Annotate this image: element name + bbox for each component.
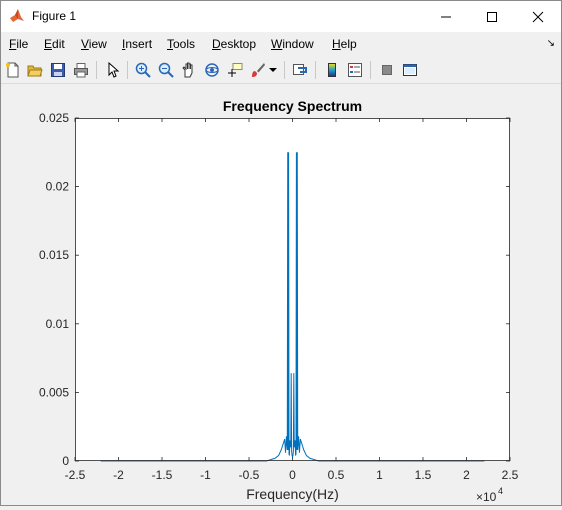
link-plot-button[interactable]	[290, 60, 310, 80]
link-plot-icon	[293, 64, 307, 75]
y-tick-label: 0.02	[46, 180, 70, 194]
zoom-out-icon	[158, 62, 174, 78]
dock-arrow-icon[interactable]: ↘	[546, 38, 555, 49]
new-figure-button[interactable]	[3, 60, 23, 80]
y-tick-label: 0.025	[39, 111, 69, 125]
chart-title: Frequency Spectrum	[223, 98, 362, 114]
x-tick-label: 1	[376, 468, 383, 482]
x-tick-label: -1	[200, 468, 211, 482]
minimize-button[interactable]	[423, 1, 469, 32]
hide-plot-tools-button[interactable]	[377, 60, 397, 80]
menu-tools[interactable]: Tools	[167, 37, 196, 51]
close-icon	[532, 11, 544, 22]
rotate-3d-icon	[205, 63, 219, 77]
save-icon	[51, 63, 65, 77]
pointer-icon	[108, 62, 120, 78]
colorbar-icon	[328, 63, 336, 77]
zoom-in-icon	[135, 62, 151, 78]
x-tick-label: 2	[463, 468, 470, 482]
brush-dropdown[interactable]	[267, 60, 279, 80]
frequency-spectrum-chart[interactable]: -2.5 -2 -1.5 -1 -0.5 0 0.5 1 1.5 2 2.5 0 0.005 0.01 0.…	[1, 84, 561, 505]
show-plot-tools-button[interactable]	[400, 60, 420, 80]
new-figure-icon	[6, 62, 19, 78]
x-tick-label: -1.5	[152, 468, 173, 482]
brush-button[interactable]	[248, 60, 268, 80]
series-line-0	[100, 152, 485, 462]
show-plot-tools-icon	[403, 64, 417, 76]
x-tick-label: -2.5	[65, 468, 86, 482]
close-button[interactable]	[515, 1, 561, 32]
menu-bar: File Edit View Insert Tools Desktop Wind…	[1, 34, 561, 55]
print-button[interactable]	[71, 60, 91, 80]
x-tick-label: -0.5	[239, 468, 260, 482]
print-icon	[74, 63, 88, 78]
pan-icon	[182, 62, 193, 78]
y-tick-label: 0.015	[39, 248, 69, 262]
figure-toolbar	[1, 57, 561, 84]
insert-colorbar-button[interactable]	[322, 60, 342, 80]
data-cursor-button[interactable]	[225, 60, 245, 80]
open-file-icon	[27, 65, 43, 77]
x-tick-label: 0	[289, 468, 296, 482]
pan-button[interactable]	[179, 60, 199, 80]
x-axis-label: Frequency(Hz)	[246, 486, 339, 502]
menu-desktop[interactable]: Desktop	[212, 37, 257, 51]
menu-window[interactable]: Window	[271, 37, 314, 51]
title-bar[interactable]: Figure 1	[1, 1, 561, 32]
menu-file[interactable]: File	[9, 37, 29, 51]
x-exponent-power: 4	[498, 486, 503, 496]
menu-help[interactable]: Help	[332, 37, 357, 51]
minimize-icon	[441, 16, 451, 17]
zoom-in-button[interactable]	[133, 60, 153, 80]
zoom-out-button[interactable]	[156, 60, 176, 80]
chevron-down-icon	[269, 68, 277, 72]
plot-area[interactable]	[75, 118, 510, 461]
window-title: Figure 1	[32, 9, 77, 23]
y-tick-label: 0.005	[39, 385, 69, 399]
menu-edit[interactable]: Edit	[44, 37, 65, 51]
data-cursor-icon	[228, 63, 243, 77]
insert-legend-button[interactable]	[345, 60, 365, 80]
x-tick-label: 1.5	[415, 468, 432, 482]
menu-view[interactable]: View	[81, 37, 107, 51]
y-tick-label: 0	[62, 454, 69, 468]
rotate-3d-button[interactable]	[202, 60, 222, 80]
maximize-icon	[487, 11, 497, 22]
x-tick-label: -2	[113, 468, 124, 482]
legend-icon	[348, 63, 362, 77]
y-tick-label: 0.01	[46, 317, 70, 331]
maximize-button[interactable]	[469, 1, 515, 32]
brush-icon	[252, 63, 265, 77]
hide-plot-tools-icon	[382, 65, 392, 75]
x-tick-label: 0.5	[328, 468, 345, 482]
x-exponent-label: ×10	[476, 490, 497, 504]
menu-insert[interactable]: Insert	[122, 37, 153, 51]
open-file-button[interactable]	[25, 60, 45, 80]
matlab-icon	[10, 9, 24, 22]
save-button[interactable]	[48, 60, 68, 80]
x-tick-label: 2.5	[502, 468, 519, 482]
figure-canvas[interactable]: -2.5 -2 -1.5 -1 -0.5 0 0.5 1 1.5 2 2.5 0 0.005 0.01 0.…	[1, 84, 561, 505]
pointer-button[interactable]	[103, 60, 123, 80]
